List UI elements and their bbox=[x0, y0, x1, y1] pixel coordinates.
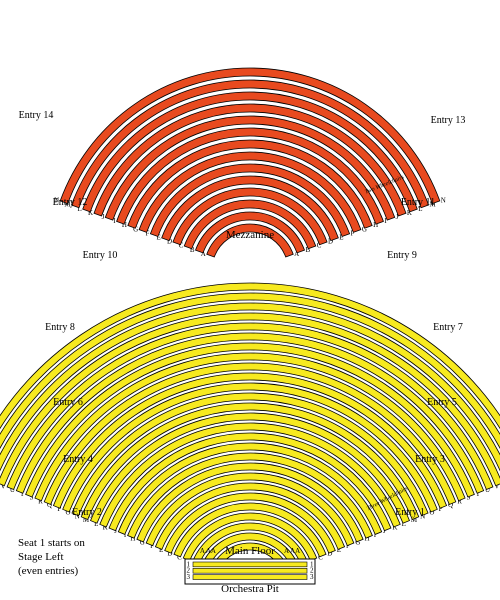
main-floor-entry-label: Entry 2 bbox=[72, 507, 102, 518]
main-floor-entry-label: Entry 1 bbox=[395, 507, 425, 518]
main-floor-entry-label: Entry 6 bbox=[53, 397, 83, 408]
mezzanine-entry-label: Entry 9 bbox=[387, 250, 417, 261]
mezzanine-entry-label: Entry 11 bbox=[401, 197, 435, 208]
orchestra-pit-row[interactable] bbox=[193, 568, 307, 573]
orchestra-pit-row[interactable] bbox=[193, 575, 307, 580]
mezzanine-label: Mezzanine bbox=[226, 229, 274, 241]
footnote-line: (even entries) bbox=[18, 565, 78, 577]
footnote-line: Stage Left bbox=[18, 551, 64, 563]
orchestra-pit-row[interactable] bbox=[193, 562, 307, 567]
mezzanine-row-label-right: N bbox=[441, 197, 446, 205]
mezzanine-entry-label: Entry 13 bbox=[431, 115, 466, 126]
main-floor-aa-label-right: A AA bbox=[284, 547, 300, 555]
seating-chart: AABBCCDDEEFFGGHHIIJJKKLLMMNNMezzanineEnt… bbox=[0, 0, 500, 600]
orchestra-pit: 112233Orchestra Pit bbox=[185, 559, 315, 595]
main-floor-entry-label: Entry 3 bbox=[415, 454, 445, 465]
main-floor-label: Main Floor bbox=[225, 545, 275, 557]
mezzanine-section: AABBCCDDEEFFGGHHIIJJKKLLMMNNMezzanineEnt… bbox=[19, 68, 466, 261]
mezzanine-entry-label: Entry 12 bbox=[53, 197, 88, 208]
main-floor-entry-label: Entry 4 bbox=[63, 454, 93, 465]
main-floor-entry-label: Entry 8 bbox=[45, 322, 75, 333]
mezzanine-entry-label: Entry 14 bbox=[19, 110, 54, 121]
main-floor-section: AAAAAABBCCDDEEFFGGHHIIJJKKLLMMNNOOPPQQRR… bbox=[0, 283, 500, 573]
main-floor-entry-label: Entry 7 bbox=[433, 322, 463, 333]
orchestra-pit-label: Orchestra Pit bbox=[221, 583, 279, 595]
orchestra-pit-row-label: 3 bbox=[310, 573, 314, 581]
main-floor-aa-label-left: A AA bbox=[200, 547, 216, 555]
mezzanine-entry-label: Entry 10 bbox=[83, 250, 118, 261]
orchestra-pit-row-label: 3 bbox=[187, 573, 191, 581]
footnote-line: Seat 1 starts on bbox=[18, 537, 85, 549]
main-floor-entry-label: Entry 5 bbox=[427, 397, 457, 408]
